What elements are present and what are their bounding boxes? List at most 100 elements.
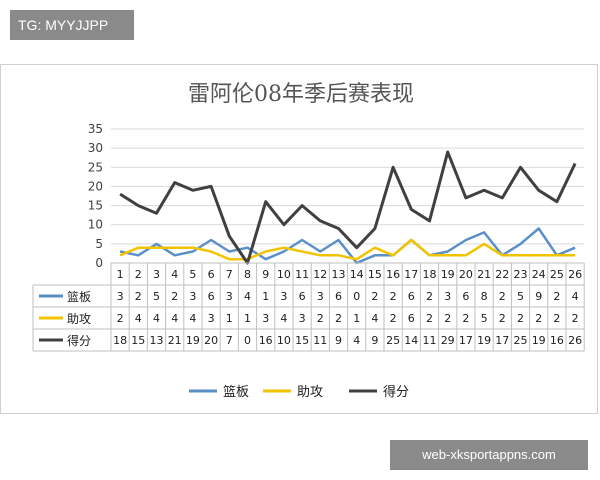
y-tick-label: 35 bbox=[88, 122, 103, 136]
y-axis: 0 5 10 15 20 25 30 35 bbox=[88, 122, 103, 270]
data-label: 2 bbox=[444, 312, 451, 325]
watermark: web-xksportappns.com bbox=[390, 440, 588, 470]
data-label: 5 bbox=[153, 290, 160, 303]
data-label: 25 bbox=[386, 334, 400, 347]
x-tick-label: 2 bbox=[135, 268, 142, 281]
gridlines bbox=[111, 128, 585, 264]
data-label: 17 bbox=[495, 334, 509, 347]
table-row-label: 得分 bbox=[67, 333, 91, 348]
data-label: 2 bbox=[117, 312, 124, 325]
x-tick-label: 20 bbox=[459, 268, 473, 281]
x-tick-label: 4 bbox=[171, 268, 178, 281]
data-label: 16 bbox=[259, 334, 273, 347]
data-label: 1 bbox=[353, 312, 360, 325]
data-label: 15 bbox=[131, 334, 145, 347]
x-tick-label: 10 bbox=[277, 268, 291, 281]
data-label: 5 bbox=[517, 290, 524, 303]
x-tick-label: 12 bbox=[313, 268, 327, 281]
data-label: 2 bbox=[390, 312, 397, 325]
data-label: 6 bbox=[208, 290, 215, 303]
legend-entry: 得分 bbox=[383, 384, 409, 400]
data-label: 11 bbox=[423, 334, 437, 347]
data-label: 6 bbox=[335, 290, 342, 303]
series-lines bbox=[119, 150, 577, 265]
header-tag: TG: MYYJJPP bbox=[10, 10, 134, 40]
x-tick-label: 14 bbox=[350, 268, 364, 281]
y-tick-label: 20 bbox=[88, 179, 103, 193]
data-label: 20 bbox=[204, 334, 218, 347]
data-label: 2 bbox=[499, 312, 506, 325]
data-label: 3 bbox=[317, 290, 324, 303]
data-label: 9 bbox=[335, 334, 342, 347]
data-label: 19 bbox=[186, 334, 200, 347]
x-tick-label: 26 bbox=[568, 268, 582, 281]
data-label: 3 bbox=[189, 290, 196, 303]
x-tick-label: 1 bbox=[117, 268, 124, 281]
x-tick-label: 15 bbox=[368, 268, 382, 281]
x-tick-label: 21 bbox=[477, 268, 491, 281]
data-label: 4 bbox=[244, 290, 251, 303]
data-label: 16 bbox=[550, 334, 564, 347]
data-label: 5 bbox=[481, 312, 488, 325]
x-tick-label: 24 bbox=[532, 268, 546, 281]
x-tick-label: 8 bbox=[244, 268, 251, 281]
data-label: 4 bbox=[189, 312, 196, 325]
data-label: 2 bbox=[426, 290, 433, 303]
table-row-label: 篮板 bbox=[67, 289, 91, 304]
y-tick-label: 0 bbox=[95, 256, 103, 270]
chart-title: 雷阿伦08年季后赛表现 bbox=[188, 82, 414, 107]
x-tick-label: 25 bbox=[550, 268, 564, 281]
y-tick-label: 30 bbox=[88, 141, 103, 155]
data-label: 26 bbox=[568, 334, 582, 347]
data-label: 4 bbox=[572, 290, 579, 303]
data-label: 7 bbox=[226, 334, 233, 347]
x-tick-label: 3 bbox=[153, 268, 160, 281]
data-label: 3 bbox=[280, 290, 287, 303]
data-label: 2 bbox=[553, 290, 560, 303]
x-tick-label: 17 bbox=[404, 268, 418, 281]
data-label: 4 bbox=[171, 312, 178, 325]
data-label: 29 bbox=[441, 334, 455, 347]
data-label: 2 bbox=[499, 290, 506, 303]
data-label: 0 bbox=[353, 290, 360, 303]
y-tick-label: 10 bbox=[88, 218, 103, 232]
x-tick-label: 22 bbox=[495, 268, 509, 281]
data-label: 2 bbox=[335, 312, 342, 325]
data-label: 2 bbox=[572, 312, 579, 325]
data-label: 8 bbox=[481, 290, 488, 303]
data-label: 4 bbox=[371, 312, 378, 325]
x-tick-label: 11 bbox=[295, 268, 309, 281]
data-label: 6 bbox=[408, 290, 415, 303]
chart-frame: 雷阿伦08年季后赛表现 0 5 10 15 20 25 30 35 1 2 3 4 5 6 7 8 9 10 11… bbox=[0, 64, 598, 414]
x-tick-label: 5 bbox=[189, 268, 196, 281]
data-label: 21 bbox=[168, 334, 182, 347]
data-label: 0 bbox=[244, 334, 251, 347]
legend: 篮板 助攻 得分 bbox=[189, 384, 409, 400]
data-label: 3 bbox=[208, 312, 215, 325]
data-label: 2 bbox=[535, 312, 542, 325]
data-label: 4 bbox=[135, 312, 142, 325]
data-label: 2 bbox=[517, 312, 524, 325]
data-table: 1 2 3 4 5 6 7 8 9 10 11 12 13 14 15 16 17 18 19 20 21 22 23 24 2… bbox=[32, 262, 585, 352]
x-tick-label: 9 bbox=[262, 268, 269, 281]
data-label: 13 bbox=[150, 334, 164, 347]
x-tick-label: 6 bbox=[208, 268, 215, 281]
y-tick-label: 15 bbox=[88, 199, 103, 213]
data-label: 4 bbox=[280, 312, 287, 325]
data-label: 9 bbox=[535, 290, 542, 303]
x-tick-label: 7 bbox=[226, 268, 233, 281]
legend-entry: 助攻 bbox=[297, 385, 323, 400]
data-label: 3 bbox=[226, 290, 233, 303]
data-label: 2 bbox=[135, 290, 142, 303]
data-label: 6 bbox=[299, 290, 306, 303]
data-label: 15 bbox=[295, 334, 309, 347]
data-label: 9 bbox=[371, 334, 378, 347]
x-tick-label: 19 bbox=[441, 268, 455, 281]
data-label: 2 bbox=[171, 290, 178, 303]
data-label: 17 bbox=[459, 334, 473, 347]
data-label: 3 bbox=[299, 312, 306, 325]
data-label: 19 bbox=[532, 334, 546, 347]
series-line-points bbox=[119, 150, 577, 265]
x-tick-label: 13 bbox=[332, 268, 346, 281]
